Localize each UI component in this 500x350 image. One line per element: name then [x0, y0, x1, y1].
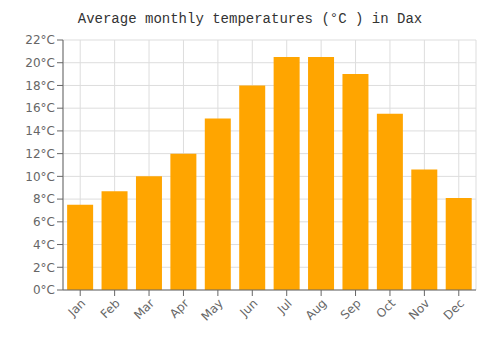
svg-text:16°C: 16°C [25, 101, 55, 115]
svg-text:20°C: 20°C [25, 56, 55, 70]
svg-text:Jun: Jun [237, 296, 261, 320]
svg-text:10°C: 10°C [25, 170, 55, 184]
svg-text:Aug: Aug [303, 296, 329, 322]
svg-text:Apr: Apr [167, 296, 192, 321]
svg-text:Mar: Mar [131, 296, 157, 322]
svg-text:0°C: 0°C [33, 283, 55, 297]
svg-text:2°C: 2°C [33, 261, 55, 275]
svg-text:Jul: Jul [274, 296, 295, 317]
svg-text:6°C: 6°C [33, 215, 55, 229]
svg-text:Sep: Sep [338, 296, 364, 322]
svg-text:4°C: 4°C [33, 238, 55, 252]
svg-text:14°C: 14°C [25, 124, 55, 138]
svg-text:Oct: Oct [374, 296, 399, 321]
svg-text:18°C: 18°C [25, 79, 55, 93]
svg-text:Feb: Feb [98, 296, 123, 321]
svg-text:Jan: Jan [65, 296, 89, 320]
svg-text:Dec: Dec [441, 296, 467, 322]
svg-text:8°C: 8°C [33, 192, 55, 206]
svg-text:22°C: 22°C [25, 33, 55, 47]
html-text:Average monthly temperatures (: Average monthly temperatures (°C ) in Da… [77, 11, 423, 27]
svg-text:May: May [199, 296, 226, 323]
svg-text:12°C: 12°C [25, 147, 55, 161]
svg-text:Nov: Nov [406, 296, 432, 322]
